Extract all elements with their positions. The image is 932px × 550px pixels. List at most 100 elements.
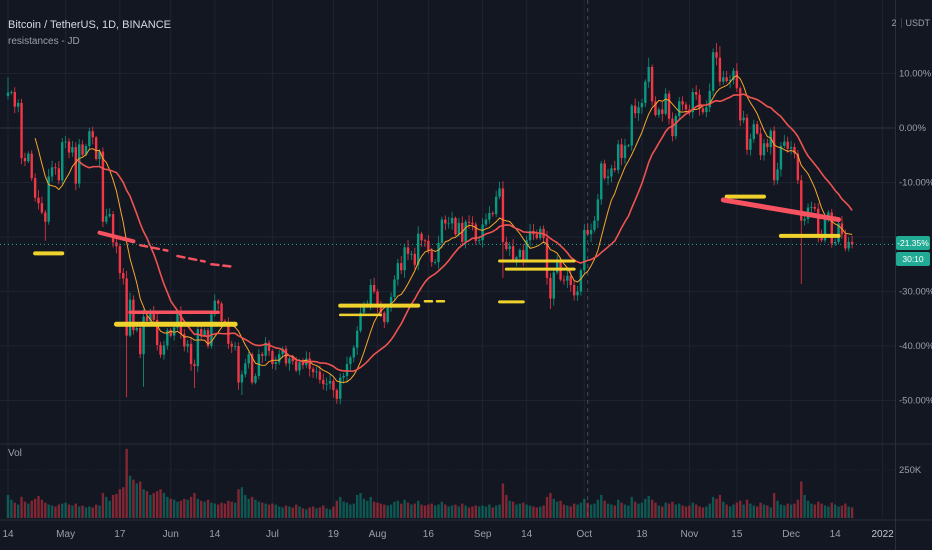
volume-bar (813, 504, 817, 518)
candle-body (206, 330, 210, 346)
candle-body (315, 371, 318, 373)
volume-bar (386, 505, 389, 518)
volume-bar (301, 508, 305, 518)
candle-body (247, 354, 250, 364)
volume-bar (549, 493, 552, 518)
candle-body (383, 312, 386, 323)
candle-body (91, 131, 94, 138)
candle-body (779, 145, 783, 170)
volume-bar (305, 509, 308, 518)
resistance-segment[interactable] (210, 263, 237, 269)
resistance-segment[interactable] (97, 230, 136, 244)
candle-body (786, 141, 789, 149)
volume-bar (413, 503, 416, 518)
candle-body (139, 328, 142, 355)
volume-bar (210, 502, 213, 518)
volume-bar (579, 502, 583, 518)
volume-bar (433, 505, 437, 518)
volume-bar (274, 504, 278, 518)
candle-body (111, 214, 115, 243)
candle-body (678, 101, 681, 117)
candle-body (61, 142, 64, 181)
volume-bar (10, 499, 13, 518)
volume-bar (267, 504, 271, 518)
candle-body (105, 216, 108, 222)
volume-bar (81, 505, 84, 518)
volume-bar (57, 504, 61, 518)
volume-bar (603, 500, 606, 518)
candle-body (440, 219, 444, 243)
volume-bar (494, 505, 498, 518)
volume-bar (440, 501, 444, 518)
candle-body (342, 375, 345, 378)
quote-currency-label[interactable]: USDT (905, 18, 931, 28)
candle-body (810, 207, 813, 208)
candle-body (433, 262, 437, 263)
candle-body (301, 362, 305, 366)
volume-bar (328, 509, 332, 518)
x-axis-label: Oct (577, 529, 593, 540)
candle-body (410, 253, 413, 255)
volume-bar (450, 505, 454, 518)
volume-bar (745, 499, 749, 518)
layout-count-label[interactable]: 2 (891, 18, 897, 28)
resistance-segment[interactable] (138, 243, 169, 252)
candle-body (213, 300, 216, 315)
candle-body (33, 178, 37, 198)
candle-body (654, 101, 657, 115)
candle-body (586, 229, 589, 235)
resistance-levels[interactable] (33, 194, 842, 327)
volume-bar (535, 507, 539, 518)
volume-bar (681, 505, 684, 518)
volume-bar (44, 502, 47, 518)
volume-bar (423, 505, 427, 518)
volume-bar (176, 501, 179, 518)
candle-body (386, 307, 389, 323)
volume-bar (722, 501, 725, 518)
candle-body (752, 124, 755, 139)
candle-body (396, 263, 400, 280)
volume-bar (552, 498, 555, 518)
volume-bar (47, 504, 50, 518)
x-axis-label: 14 (830, 529, 842, 540)
candle-body (484, 219, 488, 225)
volume-bar (844, 503, 847, 518)
volume-bar (311, 506, 315, 518)
volume-bar (705, 506, 708, 518)
candle-body (220, 303, 223, 321)
volume-bar (762, 504, 766, 518)
x-axis-label: 2022 (871, 529, 894, 540)
resistance-segment[interactable] (176, 254, 206, 263)
volume-bar (416, 500, 420, 518)
candle-body (291, 358, 294, 362)
symbol-legend[interactable]: Bitcoin / TetherUS, 1D, BINANCE (8, 19, 172, 31)
candle-body (501, 188, 505, 242)
candle-body (711, 52, 715, 91)
candle-body (308, 358, 311, 369)
time-scale[interactable] (0, 520, 932, 550)
indicator-legend[interactable]: resistances - JD (8, 36, 80, 47)
candle-body (766, 143, 769, 148)
volume-bar (454, 504, 457, 518)
volume-bar (77, 506, 81, 518)
candle-body (735, 70, 739, 89)
candle-body (376, 291, 379, 307)
volume-bar (294, 504, 298, 518)
volume-bar (261, 502, 264, 518)
candle-body (718, 57, 722, 82)
resistance-segment[interactable] (720, 197, 842, 223)
candle-body (149, 311, 152, 321)
candle-body (617, 144, 620, 170)
candle-body (528, 231, 532, 241)
volume-bar (342, 501, 345, 518)
volume-bar (247, 498, 250, 518)
candle-body (732, 70, 735, 81)
candle-body (457, 222, 461, 235)
volume-bar (518, 503, 522, 518)
volume-bar (250, 496, 254, 518)
volume-bar (708, 503, 711, 518)
candle-body (393, 279, 396, 297)
volume-indicator-label[interactable]: Vol (8, 448, 22, 459)
volume-bar (125, 448, 128, 518)
